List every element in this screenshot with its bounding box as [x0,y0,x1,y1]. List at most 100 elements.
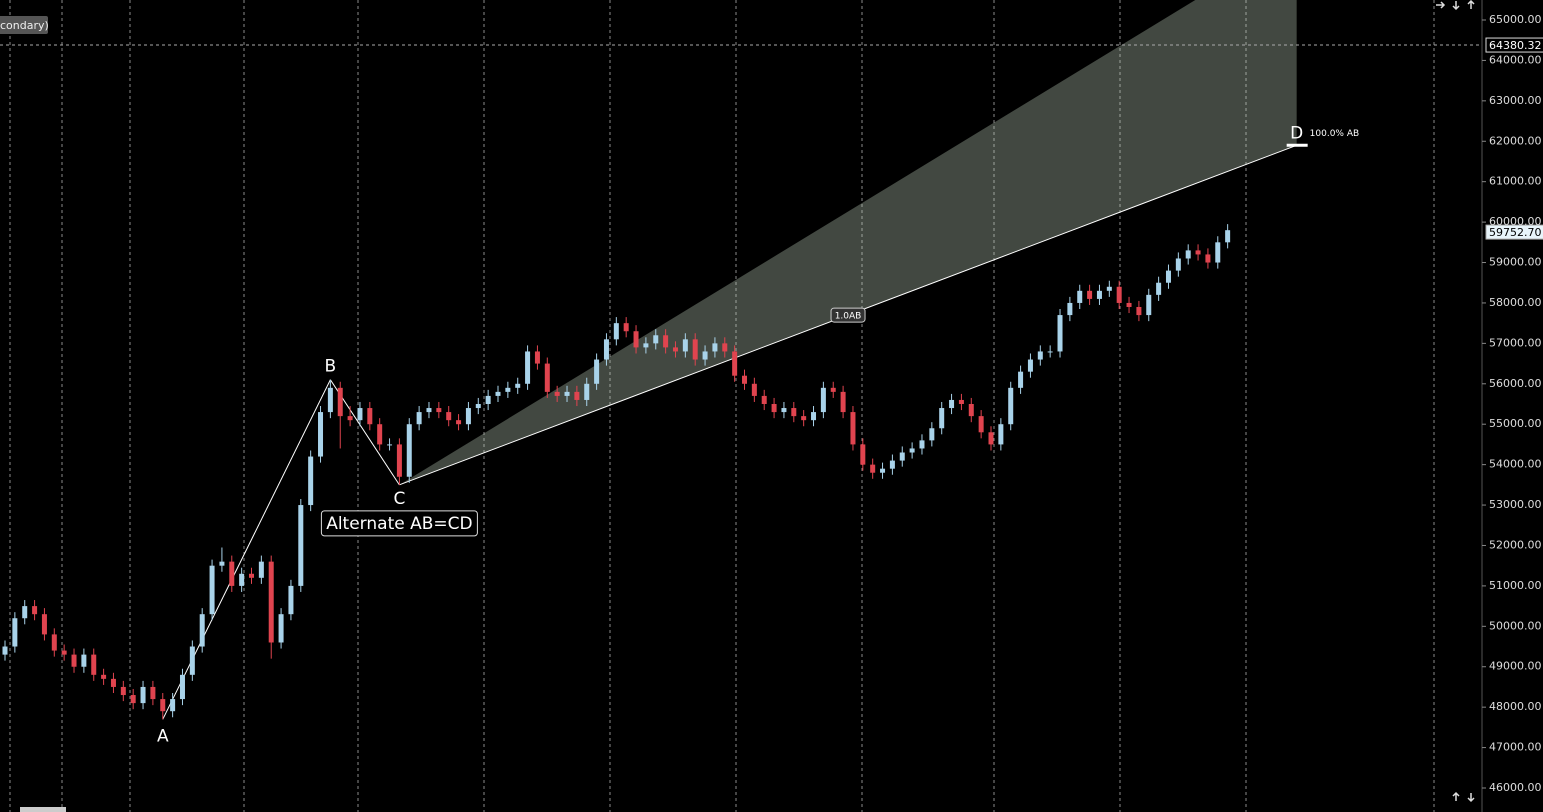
candle-body [268,561,274,643]
cd-label: 1.0AB [835,312,862,322]
cd-label-box [830,307,866,323]
scrollbar[interactable] [20,807,66,812]
candle-body [347,416,353,421]
candle-body [456,420,462,425]
candle-body [465,408,471,425]
scroll-down-icon[interactable] [1452,1,1460,11]
scroll-up-icon[interactable] [1467,0,1475,9]
y-tick-label: 50000.00 [1489,619,1542,632]
candle-body [377,424,383,445]
y-tick-label: 63000.00 [1489,94,1542,107]
scroll-right-icon[interactable] [1436,1,1446,9]
candle-body [1185,250,1191,259]
candle-body [958,399,964,404]
point-label: A [157,726,169,746]
y-tick-label: 62000.00 [1489,134,1542,147]
candle-body [91,654,97,675]
nav-icons[interactable] [1436,0,1475,803]
candle-body [327,387,333,413]
candle-body [426,408,432,413]
candle-body [830,387,836,392]
candle-body [584,383,590,400]
candle-body [949,399,955,409]
candle-body [1146,294,1152,316]
candle-body [278,614,284,643]
candle-body [130,695,136,704]
candle-body [564,391,570,396]
candle-body [672,347,678,352]
candle-body [288,585,294,615]
candle-body [1096,290,1102,299]
candle-body [51,634,57,651]
y-tick-label: 57000.00 [1489,336,1542,349]
y-tick-label: 64000.00 [1489,53,1542,66]
point-label: C [393,489,405,509]
candle-body [732,351,738,376]
candle-body [436,408,442,413]
candle-body [120,686,126,696]
candle-body [939,408,945,429]
series-label-box [0,16,48,34]
candle-body [179,674,185,700]
candle-body [32,606,38,615]
pattern-title-box [320,510,478,537]
y-tick-label: 55000.00 [1489,417,1542,430]
candle-body [919,440,925,449]
candle-body [702,351,708,360]
candle-body [446,412,452,421]
candle-body [1126,302,1132,307]
projection-zone [399,0,1297,485]
candle-body [820,387,826,413]
candle-body [742,375,747,384]
candle-body [525,351,531,384]
candle-body [1116,286,1122,303]
candle-body [682,339,688,352]
candle-body [160,699,166,712]
candle-body [1165,270,1171,283]
candle-body [150,686,156,700]
y-tick-label: 47000.00 [1489,741,1542,754]
candle-body [81,654,87,667]
candle-body [308,456,314,506]
candle-body [988,432,994,445]
y-tick-label: 59000.00 [1489,256,1542,269]
candle-body [396,444,402,477]
y-tick-label: 53000.00 [1489,498,1542,511]
candle-body [889,460,895,469]
y-tick-label: 54000.00 [1489,458,1542,471]
candle-body [909,448,915,453]
candle-body [22,606,28,619]
y-tick-label: 49000.00 [1489,660,1542,673]
candle-body [603,339,609,360]
zoom-up-icon[interactable] [1452,791,1460,801]
candle-body [318,412,324,457]
series-label: condary) [0,19,49,32]
candle-body [1008,387,1014,425]
candle-body [406,424,412,477]
candle-body [1027,359,1033,372]
candle-body [357,408,363,421]
y-tick-label: 65000.00 [1489,13,1542,26]
candle-body [495,391,501,396]
candle-body [968,404,974,417]
price-tag [1485,37,1543,53]
candle-body [850,412,856,445]
candle-body [929,428,935,441]
candle-body [653,335,659,344]
candle-body [258,561,264,578]
price-tag-label: 59752.70 [1489,226,1542,239]
candle-body [189,646,195,675]
candle-body [367,408,373,425]
candle-body [1156,282,1162,295]
y-tick-label: 51000.00 [1489,579,1542,592]
d-label: 100.0% AB [1310,129,1360,139]
candle-body [1018,371,1024,388]
candle-body [1136,306,1142,316]
candle-body [1047,351,1053,353]
candle-body [554,391,560,396]
y-tick-label: 61000.00 [1489,175,1542,188]
candle-body [101,674,107,679]
zoom-down-icon[interactable] [1467,793,1475,803]
